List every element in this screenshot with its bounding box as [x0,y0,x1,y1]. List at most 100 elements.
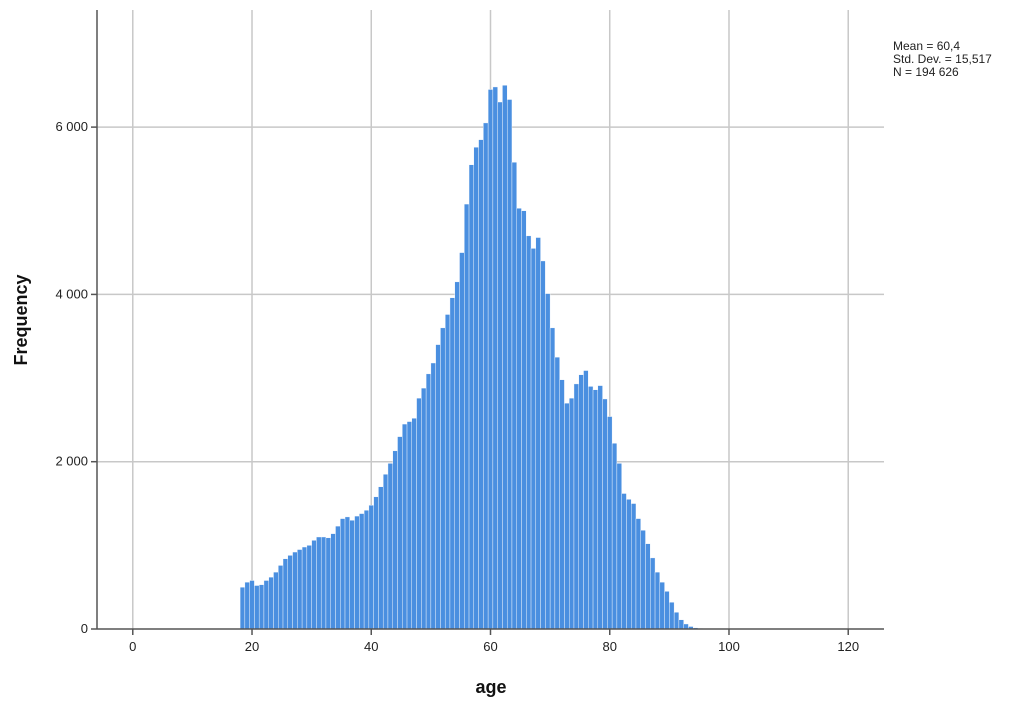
histogram-bar [502,85,508,630]
histogram-bar [363,510,370,630]
histogram-bar [254,585,260,630]
histogram-bar [592,389,599,630]
histogram-bar [521,210,527,630]
histogram-bar [511,162,517,630]
histogram-bar [683,623,689,630]
histogram-bar [325,537,331,630]
histogram-bar [273,571,279,630]
y-tick-label: 6 000 [55,119,88,134]
x-tick-label: 100 [718,639,740,654]
histogram-bar [335,525,341,630]
histogram-bar [392,450,398,630]
histogram-bar [387,463,393,630]
histogram-bar [578,374,584,630]
histogram-bar [473,146,479,630]
histogram-bar [382,474,389,630]
histogram-bar [340,518,346,630]
histogram-bar [320,536,327,630]
histogram-bar [316,536,322,630]
histogram-bar [492,86,498,630]
x-tick-label: 80 [603,639,617,654]
x-tick-label: 40 [364,639,378,654]
histogram-bars [239,85,737,630]
stats-std-dev: Std. Dev. = 15,517 [893,52,992,66]
histogram-bar [650,557,656,630]
histogram-bar [583,370,589,630]
histogram-bar [645,543,651,630]
histogram-bar [249,580,255,630]
histogram-bar [535,237,541,630]
histogram-bar [397,436,403,630]
x-tick-label: 0 [129,639,136,654]
stats-legend: Mean = 60,4 Std. Dev. = 15,517 N = 194 6… [893,39,992,79]
histogram-bar [287,555,293,630]
histogram-bar [540,260,546,630]
y-tick-label: 0 [81,621,88,636]
histogram-bar [530,248,537,630]
histogram-bar [611,443,618,630]
histogram-bar [454,281,460,630]
tick-labels: 0 20 40 60 80 100 120 0 2 000 4 000 6 000 [55,119,859,654]
histogram-bar [478,139,484,630]
histogram-bar [368,505,374,630]
histogram-bar [664,591,670,630]
histogram-bar [545,293,551,630]
histogram-bar [258,584,265,630]
histogram-bar [435,344,441,630]
histogram-bar [573,383,579,630]
histogram-bar [640,530,646,630]
histogram-bar [602,398,608,630]
histogram-bar [292,551,298,630]
stats-n: N = 194 626 [893,65,959,79]
histogram-bar [621,493,627,630]
x-tick-label: 20 [245,639,259,654]
histogram-bar [669,602,675,630]
histogram-bar [354,515,360,630]
histogram-bar [263,580,269,630]
histogram-bar [373,496,379,630]
histogram-bar [554,356,560,630]
histogram-bar [282,558,288,630]
x-axis-title: age [475,677,506,697]
histogram-bar [359,513,365,630]
histogram-bar [526,235,532,630]
histogram-bar [278,565,284,630]
histogram-bar [483,122,489,630]
axes [91,10,884,635]
histogram-bar [616,463,622,630]
histogram-bar [306,545,312,630]
histogram-bar [607,416,613,630]
histogram-bar [564,402,570,630]
histogram-bar [654,571,661,630]
histogram-bar [406,421,413,630]
histogram-bar [444,314,451,630]
stats-mean: Mean = 60,4 [893,39,960,53]
histogram-bar [421,387,427,630]
histogram-bar [297,549,303,630]
histogram-bar [416,397,422,630]
histogram-bar [411,418,417,630]
histogram-bar [569,397,575,630]
histogram-bar [330,533,336,630]
histogram-bar [506,99,513,630]
histogram-bar [659,581,665,630]
histogram-bar [516,208,522,630]
histogram-bar [268,576,274,630]
histogram-bar [631,503,637,630]
histogram-bar [349,520,355,630]
histogram-bar [430,362,436,630]
histogram-bar [449,297,455,630]
histogram-bar [673,612,680,630]
histogram-bar [588,386,594,630]
y-tick-label: 2 000 [55,454,88,469]
histogram-bar [678,619,684,630]
y-axis-title: Frequency [11,274,31,365]
histogram-bar [459,252,465,630]
histogram-bar [635,518,641,630]
histogram-bar [497,101,503,630]
histogram-bar [239,586,246,630]
histogram-bar [549,327,556,630]
histogram-bar [244,581,250,630]
